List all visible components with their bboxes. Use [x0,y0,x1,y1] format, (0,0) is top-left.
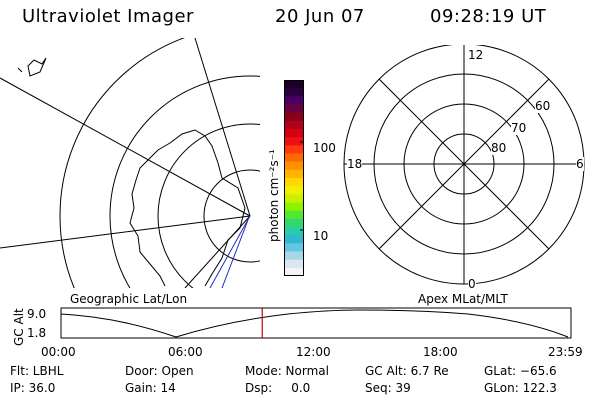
altitude-plot [60,307,572,339]
colorbar-swatch [284,251,304,261]
altitude-plot-frame [60,307,572,339]
magnetic-caption: Apex MLat/MLT [418,292,508,306]
colorbar-swatch [284,88,304,97]
colorbar-swatch [284,178,304,187]
status-ip: IP: 36.0 [10,381,56,395]
altitude-curve [60,309,569,338]
geographic-caption: Geographic Lat/Lon [70,292,188,306]
status-mode: Mode: Normal [245,364,329,378]
colorbar-frame [284,80,304,276]
coastline [27,57,47,77]
colorbar-swatch [284,267,304,276]
colorbar-swatch [284,112,304,122]
mlt-label-6: 6 [576,157,584,171]
status-gc-alt: GC Alt: 6.7 Re [365,364,449,378]
mlt-label-12: 12 [468,48,484,62]
meridian-line [0,215,251,249]
mlt-axis [378,78,550,250]
mlt-label-0: 0 [468,277,476,291]
trajectory-line [221,219,249,288]
colorbar-swatch [284,227,304,236]
colorbar-unit-label: photon cm⁻²s⁻¹ [267,149,281,242]
meridian-line [0,77,251,217]
colorbar-swatch [284,137,304,146]
colorbar-swatch [284,153,304,163]
lat-arc [157,123,260,288]
mlat-label-80: 80 [491,141,507,155]
colorbar-swatch [284,104,304,114]
status-glon: GLon: 122.3 [484,381,557,395]
date-label: 20 Jun 07 [275,6,365,27]
colorbar-swatch [284,210,304,220]
colorbar-swatch [284,243,304,252]
meridian-line [194,38,251,217]
alt-x-tick-1800: 18:00 [423,345,458,359]
colorbar-swatch [284,218,304,228]
colorbar-swatch [284,161,304,171]
alt-x-tick-1200: 12:00 [296,345,331,359]
colorbar-tick-100: 100 [313,141,336,155]
colorbar-swatch [284,80,304,89]
colorbar-swatch [284,96,304,105]
coastline [129,129,246,287]
colorbar-swatch [284,259,304,269]
status-door: Door: Open [125,364,194,378]
geographic-map-panel [0,38,260,288]
colorbar-swatch [284,169,304,179]
colorbar-swatch [284,235,304,244]
alt-x-tick-0000: 00:00 [41,345,76,359]
status-glat: GLat: −65.6 [484,364,557,378]
alt-x-tick-0600: 06:00 [168,345,203,359]
meridian-line [184,215,251,288]
alt-axis-label: GC Alt [12,308,26,346]
alt-x-tick-2359: 23:59 [548,345,583,359]
colorbar-swatch [284,129,304,138]
lat-arc [203,169,260,263]
lat-arc [59,38,186,288]
colorbar-swatch [284,202,304,212]
coastline [17,67,23,73]
magnetic-polar-panel [343,45,585,285]
status-dsp: Dsp: 0.0 [245,381,311,395]
status-flt: Flt: LBHL [10,364,64,378]
mlt-label-18: 18 [347,157,363,171]
alt-y-tick-1-8: 1.8 [27,326,47,340]
intensity-colorbar [284,80,304,276]
colorbar-swatch [284,186,304,195]
alt-y-tick-9: 9.0 [27,307,47,321]
instrument-title: Ultraviolet Imager [22,6,194,27]
time-label: 09:28:19 UT [430,6,547,27]
trajectory-line [209,215,251,288]
colorbar-swatch [284,120,304,130]
colorbar-tick-10: 10 [313,229,329,243]
mlat-label-60: 60 [535,99,551,113]
status-seq: Seq: 39 [365,381,411,395]
mlat-label-70: 70 [511,121,527,135]
lat-arc [109,75,260,288]
colorbar-swatch [284,194,304,203]
status-gain: Gain: 14 [125,381,176,395]
colorbar-swatch [284,145,304,154]
